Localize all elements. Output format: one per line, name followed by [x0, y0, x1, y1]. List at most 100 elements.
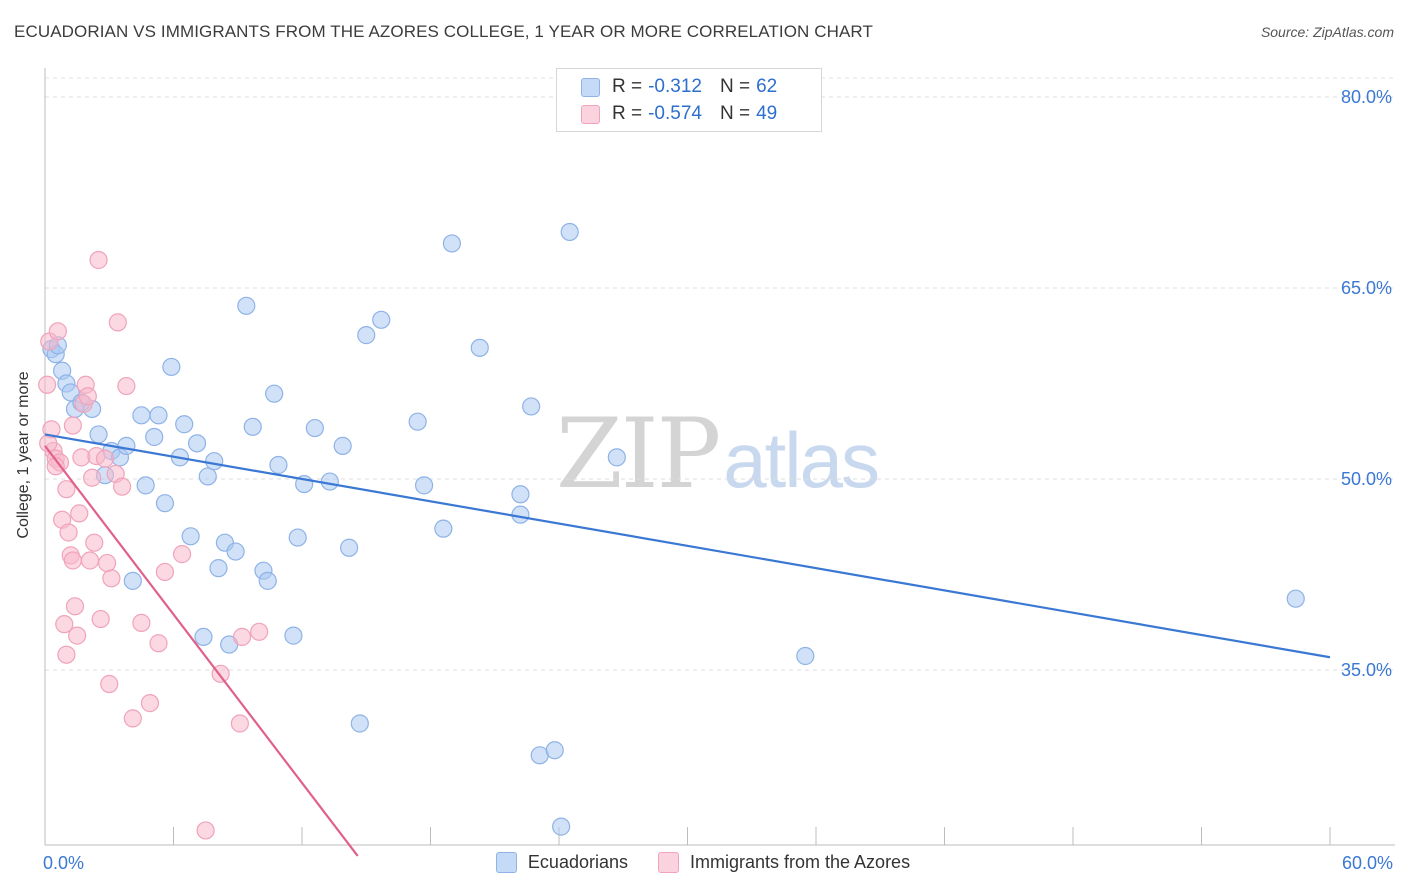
swatch-azores	[581, 104, 600, 124]
point-ecuadorians	[194, 627, 213, 646]
point-azores	[91, 609, 110, 629]
point-azores	[117, 376, 136, 396]
point-ecuadorians	[320, 472, 339, 491]
point-azores	[155, 562, 175, 582]
point-azores	[89, 250, 108, 270]
r-label: R =	[612, 103, 643, 124]
point-ecuadorians	[1286, 589, 1305, 608]
point-azores	[63, 416, 82, 435]
point-ecuadorians	[442, 234, 462, 253]
swatch-ecuadorians	[581, 77, 600, 97]
point-ecuadorians	[136, 476, 155, 495]
point-azores	[65, 597, 85, 616]
point-ecuadorians	[545, 741, 564, 760]
point-ecuadorians	[237, 296, 256, 315]
y-tick-label: 35.0%	[1341, 660, 1392, 680]
watermark-atlas: atlas	[723, 416, 880, 504]
point-ecuadorians	[333, 436, 352, 455]
point-azores	[38, 375, 57, 394]
point-ecuadorians	[149, 406, 168, 425]
legend-swatch-ecuadorians	[495, 852, 517, 873]
point-ecuadorians	[414, 476, 434, 495]
y-tick-label: 65.0%	[1341, 278, 1392, 298]
point-ecuadorians	[265, 384, 284, 403]
point-ecuadorians	[198, 467, 217, 486]
point-azores	[57, 645, 76, 664]
trend-line-azores	[44, 445, 359, 857]
point-azores	[72, 448, 91, 467]
point-ecuadorians	[209, 559, 228, 578]
chart-title: ECUADORIAN VS IMMIGRANTS FROM THE AZORES…	[14, 22, 873, 41]
point-ecuadorians	[607, 448, 626, 467]
point-azores	[55, 615, 74, 634]
point-ecuadorians	[269, 455, 288, 475]
r-value: -0.312	[648, 76, 702, 97]
n-label: N =	[719, 76, 751, 97]
point-azores	[85, 533, 104, 552]
point-ecuadorians	[226, 542, 245, 561]
point-azores	[172, 545, 192, 564]
legend-label-azores: Immigrants from the Azores	[690, 852, 911, 872]
point-ecuadorians	[284, 626, 303, 645]
point-ecuadorians	[145, 427, 164, 447]
watermark: ZIPatlas	[556, 398, 880, 510]
n-value: 62	[756, 76, 778, 97]
x-tick-label: 60.0%	[1342, 853, 1393, 873]
point-azores	[80, 551, 100, 570]
stats-row-azores: R = -0.574 N = 49	[581, 101, 777, 127]
point-azores	[230, 714, 249, 733]
source-label: Source: ZipAtlas.com	[1260, 24, 1394, 40]
legend-item-azores[interactable]: Immigrants from the Azores	[658, 852, 910, 873]
n-label: N =	[719, 103, 751, 124]
point-ecuadorians	[258, 571, 277, 590]
point-ecuadorians	[132, 406, 151, 425]
point-azores	[112, 477, 132, 496]
point-ecuadorians	[470, 338, 489, 357]
legend-item-ecuadorians[interactable]: Ecuadorians	[495, 852, 628, 873]
point-azores	[57, 480, 76, 499]
r-value: -0.574	[648, 103, 702, 124]
watermark-zip: ZIP	[556, 398, 721, 510]
point-azores	[46, 457, 65, 476]
point-azores	[59, 523, 78, 542]
point-azores	[132, 613, 151, 632]
trend-line-ecuadorians	[44, 433, 1331, 659]
point-azores	[95, 449, 115, 468]
stats-legend: R = -0.312 N = 62 R = -0.574 N = 49	[556, 68, 822, 132]
x-tick-label: 0.0%	[43, 853, 84, 873]
point-ecuadorians	[522, 397, 541, 416]
point-azores	[196, 821, 215, 840]
point-ecuadorians	[796, 646, 815, 666]
point-azores	[149, 634, 168, 653]
legend-swatch-azores	[658, 852, 679, 873]
point-azores	[250, 622, 269, 641]
point-ecuadorians	[372, 310, 391, 329]
stats-row-ecuadorians: R = -0.312 N = 62	[581, 74, 777, 100]
point-azores	[98, 553, 117, 573]
point-ecuadorians	[560, 222, 579, 242]
point-azores	[78, 387, 97, 406]
point-ecuadorians	[350, 714, 369, 733]
legend-label-ecuadorians: Ecuadorians	[527, 852, 628, 872]
point-ecuadorians	[187, 434, 207, 453]
point-ecuadorians	[340, 538, 359, 557]
point-azores	[83, 468, 102, 487]
point-ecuadorians	[89, 425, 108, 444]
point-azores	[108, 313, 127, 332]
point-ecuadorians	[123, 571, 142, 590]
y-tick-label: 80.0%	[1341, 87, 1392, 107]
point-ecuadorians	[511, 505, 530, 524]
point-azores	[123, 709, 142, 728]
n-value: 49	[756, 103, 778, 124]
point-azores	[102, 569, 121, 588]
point-azores	[140, 694, 160, 713]
point-azores	[48, 322, 67, 341]
series-legend: Ecuadorians Immigrants from the Azores	[0, 852, 1406, 873]
point-ecuadorians	[434, 519, 453, 538]
point-ecuadorians	[181, 527, 200, 546]
point-ecuadorians	[288, 528, 307, 547]
point-ecuadorians	[117, 436, 136, 455]
point-azores	[100, 674, 119, 694]
y-tick-label: 50.0%	[1341, 469, 1392, 489]
